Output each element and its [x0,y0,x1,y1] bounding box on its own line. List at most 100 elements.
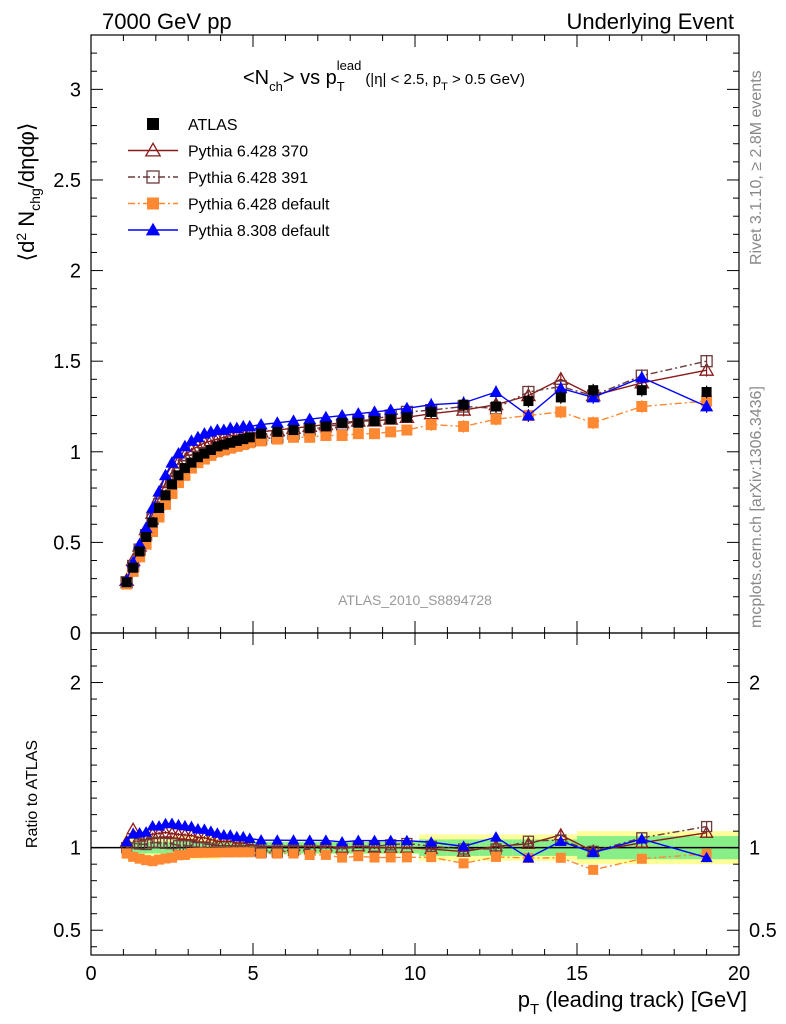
data-point [698,362,715,376]
legend-marker [147,197,159,210]
legend-marker [145,222,161,236]
data-point [211,446,223,458]
series-atlas [121,383,712,588]
data-point [586,390,600,403]
y-tick-label: 2 [70,673,81,695]
main-series [118,354,715,590]
ratio-point [490,831,502,842]
series-line [126,400,707,585]
ratio-panel [90,632,740,956]
data-point [335,408,349,421]
data-point [636,385,647,396]
y-tick-label: 2.5 [53,170,81,192]
ratio-series [119,817,714,875]
ratio-point [555,852,566,863]
data-point [369,428,380,440]
y-axis-title-ratio: Ratio to ATLAS [24,740,41,848]
ratio-point [171,827,186,840]
data-point [178,439,192,452]
data-point [179,463,190,474]
ratio-point [205,847,216,858]
ratio-series-pythia-8-308-default [120,817,713,863]
data-point [173,470,184,481]
y-tick-label-right: 1 [749,838,760,860]
series-pythia-6-428-370 [118,362,715,587]
data-point [353,417,364,428]
data-point [367,405,382,417]
ratio-point [588,864,599,875]
data-point [336,429,348,441]
data-point [700,399,714,412]
data-point [425,419,437,431]
ratio-point [287,834,300,845]
ratio-point [491,851,501,862]
data-point [160,490,171,501]
data-point [243,419,257,432]
data-point [140,538,152,550]
data-point [158,468,173,481]
legend-entry: ATLAS [147,117,238,134]
ratio-point [243,832,256,843]
data-point [555,406,567,418]
ratio-point [147,856,158,867]
ratio-point [256,848,267,859]
data-point [172,477,184,489]
data-point [401,424,413,436]
y-tick-label-right: 2 [749,673,760,695]
ratio-point [636,853,647,864]
ratio-point [384,834,397,846]
ratio-point [304,849,315,860]
ratio-point [244,847,255,858]
legend-entry: Pythia 8.308 default [128,222,330,240]
ratio-point [334,840,350,853]
series-pythia-8-308-default [120,370,714,586]
data-point [153,511,165,523]
data-point [147,517,158,528]
data-point [352,428,364,440]
x-tick-label: 5 [247,963,258,985]
ratio-point [352,834,365,846]
ratio-point [218,847,229,858]
x-tick-label: 0 [85,963,96,985]
data-point [255,435,267,447]
data-point [700,355,713,368]
data-point [256,428,267,439]
data-point [288,425,299,436]
ratio-point [166,837,178,850]
data-point [121,577,132,588]
series-line [125,360,707,583]
y-tick-label: 0.5 [53,920,81,942]
ratio-point [400,834,413,846]
ratio-point [303,834,316,845]
data-point [184,434,199,446]
data-point [555,392,566,403]
ratio-point [587,846,600,858]
ratio-point [160,853,171,864]
ratio-point [700,851,713,863]
data-point [171,447,186,459]
data-point [351,407,365,419]
ratio-point [383,840,398,853]
ratio-point [425,836,438,847]
ratio-point [198,823,211,834]
data-point [458,420,470,432]
y-tick-label: 1 [70,838,81,860]
data-point [588,385,599,396]
ratio-point [457,840,470,851]
legend-entry: Pythia 6.428 370 [128,141,308,161]
data-point [205,449,217,461]
ratio-point [199,847,210,858]
data-point [244,432,255,443]
data-point [385,414,396,425]
x-tick-label: 10 [404,963,426,985]
header-right: Underlying Event [566,9,734,34]
ratio-point [146,836,159,848]
ratio-point [167,852,177,863]
mcplots-label: mcplots.cern.ch [arXiv:1306.3436] [748,386,765,628]
data-point [337,417,348,428]
data-point [128,562,139,573]
ratio-point [140,826,153,837]
ratio-point [154,854,165,865]
data-point [141,531,152,542]
